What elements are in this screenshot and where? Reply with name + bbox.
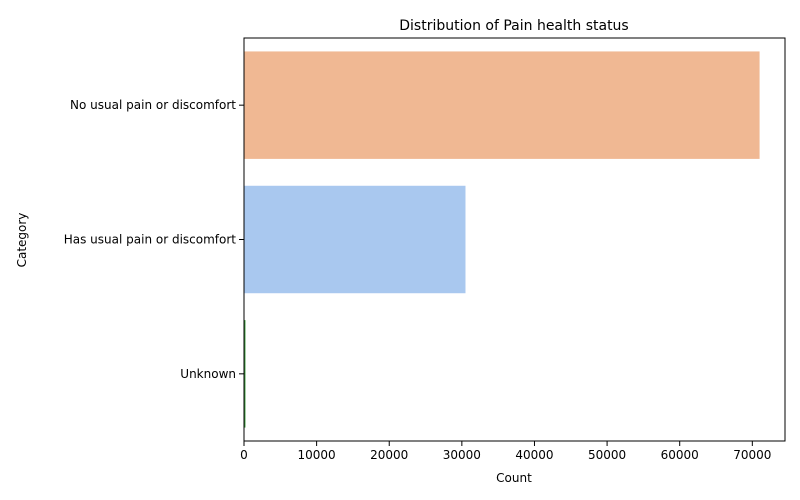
bar-has-usual-pain-or-discomfort <box>244 185 466 294</box>
x-tick-label: 60000 <box>661 448 699 462</box>
y-tick-label: Has usual pain or discomfort <box>64 233 237 247</box>
x-tick-label: 40000 <box>515 448 553 462</box>
x-tick-label: 20000 <box>370 448 408 462</box>
x-tick-label: 10000 <box>298 448 336 462</box>
bar-unknown <box>244 320 246 428</box>
x-tick-label: 0 <box>240 448 248 462</box>
x-tick-label: 50000 <box>588 448 626 462</box>
y-axis-ticks: No usual pain or discomfort Has usual pai… <box>64 98 244 381</box>
x-tick-label: 30000 <box>443 448 481 462</box>
x-tick-label: 70000 <box>733 448 771 462</box>
y-axis-label: Category <box>15 213 29 268</box>
chart-title: Distribution of Pain health status <box>399 18 628 34</box>
bar-no-usual-pain-or-discomfort <box>244 51 760 159</box>
bars-group <box>244 51 760 428</box>
x-axis-label: Count <box>496 471 532 485</box>
y-tick-label: No usual pain or discomfort <box>70 98 236 112</box>
x-axis-ticks: 0 10000 20000 30000 40000 50000 60000 70000 <box>240 441 771 462</box>
y-tick-label: Unknown <box>180 367 236 381</box>
axes-frame <box>243 37 786 442</box>
plot-frame <box>243 37 786 442</box>
